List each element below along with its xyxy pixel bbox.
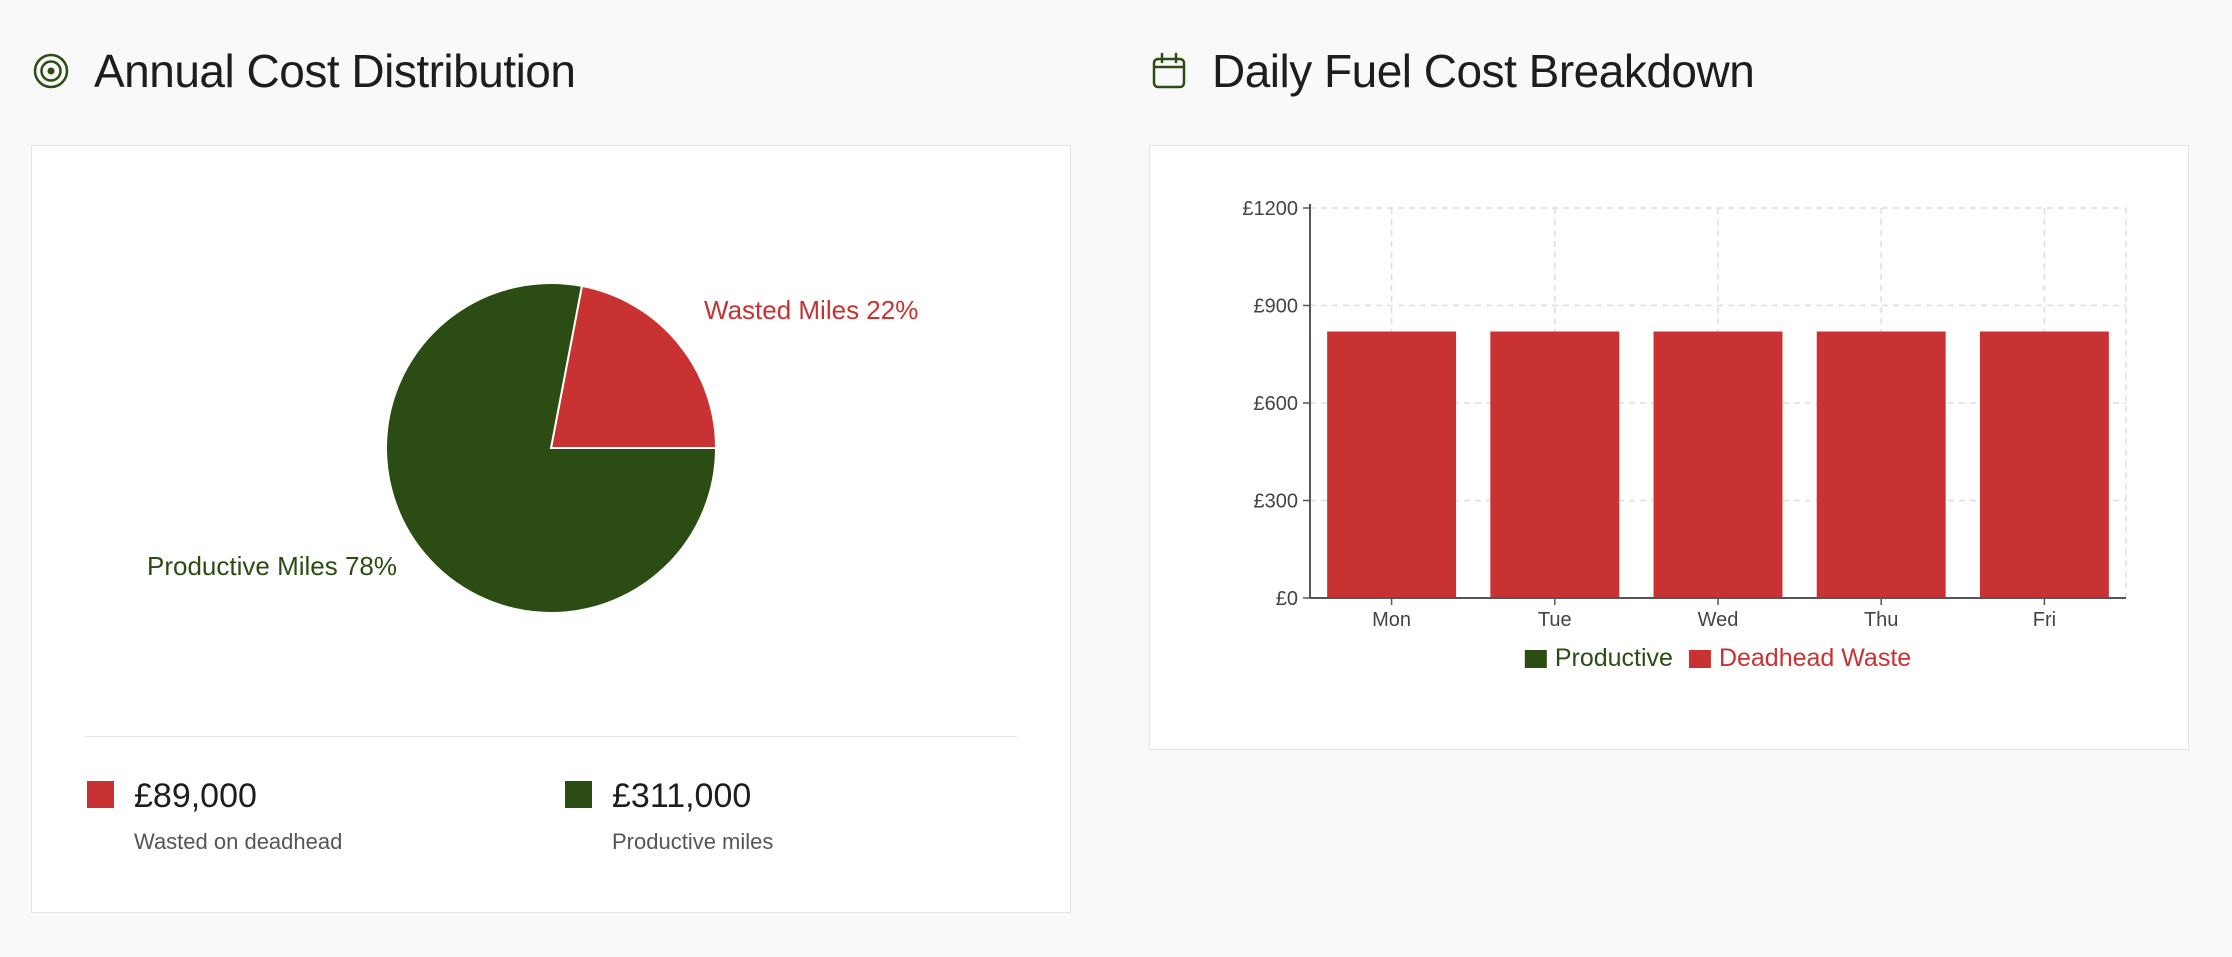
wasted-swatch xyxy=(87,781,114,808)
chart-legend: Productive Deadhead Waste xyxy=(1524,644,1911,672)
daily-fuel-header: Daily Fuel Cost Breakdown xyxy=(1150,44,1755,98)
wasted-label: Wasted on deadhead xyxy=(134,829,343,854)
daily-fuel-title: Daily Fuel Cost Breakdown xyxy=(1212,45,1755,97)
x-tick-label: Tue xyxy=(1538,609,1572,631)
legend-swatch xyxy=(1688,650,1711,668)
bar-deadhead-waste-tue xyxy=(1490,331,1620,598)
legend-label: Deadhead Waste xyxy=(1719,644,1911,672)
y-tick-label: £300 xyxy=(1254,491,1299,513)
wasted-value: £89,000 xyxy=(134,777,257,815)
calendar-icon xyxy=(1150,52,1188,90)
daily-fuel-card: £0 £300 £600 £900 £1200 Mon Tue Wed Thu Fri Produc… xyxy=(1149,145,2189,750)
legend-label: Productive xyxy=(1555,644,1673,672)
productive-value: £311,000 xyxy=(612,777,752,815)
legend-swatch xyxy=(1524,650,1547,668)
pie-label-productive-miles: Productive Miles 78% xyxy=(147,551,397,581)
bar-deadhead-waste-thu xyxy=(1816,331,1946,598)
target-icon xyxy=(32,52,70,90)
y-tick-label: £600 xyxy=(1254,393,1299,415)
x-tick-label: Wed xyxy=(1698,609,1739,631)
cost-pie-chart: Wasted Miles 22% Productive Miles 78% xyxy=(147,282,918,614)
pie-slice-wasted-miles xyxy=(549,284,718,449)
pie-label-wasted-miles: Wasted Miles 22% xyxy=(704,295,918,325)
annual-cost-title: Annual Cost Distribution xyxy=(94,45,576,97)
bar-deadhead-waste-mon xyxy=(1327,331,1457,598)
x-tick-label: Mon xyxy=(1372,609,1411,631)
y-tick-label: £900 xyxy=(1254,296,1299,318)
productive-swatch xyxy=(565,781,592,808)
stats-divider xyxy=(85,736,1017,737)
x-tick-label: Fri xyxy=(2033,609,2056,631)
bar-deadhead-waste-fri xyxy=(1979,331,2109,598)
productive-label: Productive miles xyxy=(612,829,774,854)
annual-cost-card: Wasted Miles 22% Productive Miles 78% £89… xyxy=(31,145,1071,913)
annual-cost-header: Annual Cost Distribution xyxy=(32,44,576,98)
y-tick-label: £0 xyxy=(1276,588,1298,610)
pie-slice-productive-miles xyxy=(385,282,718,614)
daily-fuel-bar-chart: £0 £300 £600 £900 £1200 Mon Tue Wed Thu Fri Produc… xyxy=(1242,198,2127,672)
bar-deadhead-waste-wed xyxy=(1653,331,1783,598)
y-tick-label: £1200 xyxy=(1242,198,1298,220)
x-tick-label: Thu xyxy=(1864,609,1898,631)
